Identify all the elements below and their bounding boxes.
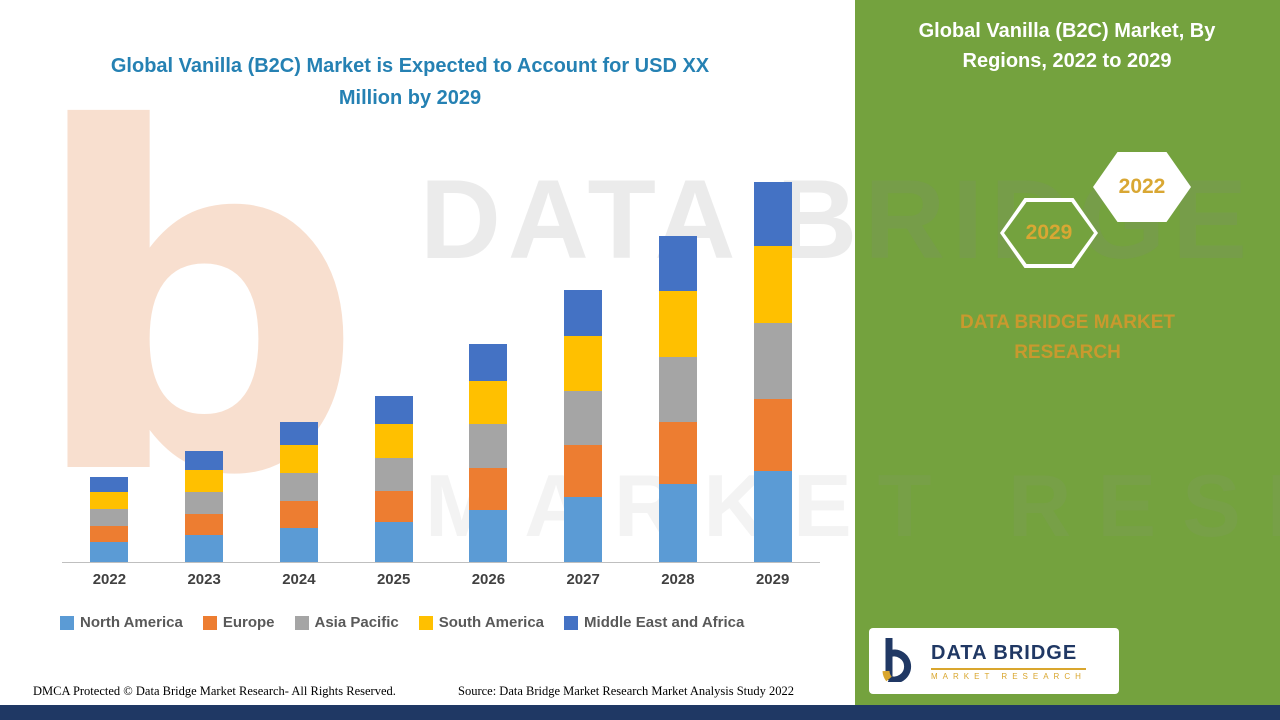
- bar-segment-2027: [564, 290, 603, 336]
- legend-swatch: [418, 615, 433, 630]
- bar-segment-2025: [374, 458, 413, 491]
- x-tick-label: 2027: [566, 571, 600, 588]
- legend-item: Middle East and Africa: [564, 614, 744, 631]
- bar-segment-2022: [90, 542, 129, 562]
- legend-swatch: [294, 615, 309, 630]
- bar-segment-2028: [658, 484, 697, 562]
- legend-label: South America: [438, 614, 545, 631]
- bar-segment-2029: [753, 323, 792, 399]
- x-tick-label: 2023: [187, 571, 221, 588]
- x-tick-label: 2029: [755, 571, 790, 588]
- bar-segment-2023: [185, 451, 224, 470]
- dmca-notice: DMCA Protected © Data Bridge Market Rese…: [33, 684, 396, 698]
- bar-2025: [374, 396, 413, 562]
- hexagon-year-label: 2029: [1025, 221, 1073, 244]
- legend-label: Asia Pacific: [314, 614, 399, 631]
- legend: North America Europe Asia Pacific South Ame…: [60, 614, 840, 631]
- x-tick-label: 2024: [282, 571, 316, 588]
- bar-2026: [469, 344, 508, 562]
- bar-segment-2025: [374, 424, 413, 458]
- chart-region: Global Vanilla (B2C) Market is Expected …: [33, 55, 840, 698]
- bar-segment-2026: [469, 510, 508, 562]
- bar-segment-2025: [374, 396, 413, 424]
- legend-swatch: [202, 615, 217, 630]
- side-panel-title: Global Vanilla (B2C) Market, By Regions,…: [918, 20, 1216, 72]
- bar-2029: [753, 182, 792, 562]
- hexagon-badge-2022: 2022: [1093, 152, 1191, 222]
- bar-segment-2022: [90, 477, 129, 492]
- hexagon-badge-2029: 2029: [1000, 198, 1098, 268]
- bar-segment-2026: [469, 344, 508, 381]
- bar-segment-2023: [185, 470, 224, 492]
- bar-segment-2028: [658, 291, 697, 357]
- brand-name-text: DATA BRIDGE MARKET RESEARCH: [960, 312, 1175, 364]
- legend-item: Europe: [202, 614, 275, 631]
- bar-segment-2027: [564, 497, 603, 562]
- x-tick-label: 2026: [471, 571, 506, 588]
- bar-segment-2022: [90, 509, 129, 526]
- bar-segment-2029: [753, 246, 792, 323]
- bar-segment-2026: [469, 468, 508, 510]
- side-panel-background: [855, 0, 1280, 705]
- bar-segment-2029: [753, 182, 792, 246]
- x-tick-label: 2025: [376, 571, 411, 588]
- legend-item: North America: [60, 614, 183, 631]
- bar-2022: [90, 477, 129, 562]
- hexagon-year-label: 2022: [1118, 175, 1166, 198]
- bar-segment-2024: [279, 445, 318, 473]
- logo-subtitle: MARKET RESEARCH: [931, 671, 1086, 681]
- bottom-accent-bar: [0, 705, 1280, 720]
- bar-2027: [564, 290, 603, 562]
- bar-segment-2028: [658, 236, 697, 291]
- bar-segment-2023: [185, 514, 224, 535]
- bar-segment-2024: [279, 422, 318, 445]
- x-tick-label: 2022: [92, 571, 127, 588]
- bar-segment-2026: [469, 381, 508, 424]
- company-logo: DATA BRIDGE MARKET RESEARCH: [869, 628, 1119, 694]
- bar-segment-2026: [469, 424, 508, 468]
- legend-label: Europe: [222, 614, 275, 631]
- bar-segment-2024: [279, 528, 318, 562]
- bar-segment-2028: [658, 422, 697, 484]
- bar-segment-2027: [564, 445, 603, 497]
- side-panel: Global Vanilla (B2C) Market, By Regions,…: [855, 0, 1280, 705]
- bar-2023: [185, 451, 224, 562]
- legend-swatch: [60, 615, 74, 630]
- bar-2028: [658, 236, 697, 562]
- bar-segment-2024: [279, 501, 318, 528]
- legend-item: South America: [418, 614, 545, 631]
- bar-segment-2022: [90, 492, 129, 509]
- plot-area: [62, 182, 820, 563]
- x-axis-labels: 2022 2023 2024 2025 2026 2027 2028 2029: [62, 571, 820, 588]
- legend-item: Asia Pacific: [294, 614, 399, 631]
- bar-segment-2028: [658, 357, 697, 422]
- logo-monogram-icon: [881, 636, 921, 687]
- logo-text: DATA BRIDGE MARKET RESEARCH: [931, 642, 1086, 681]
- bar-segment-2027: [564, 336, 603, 391]
- legend-label: North America: [80, 614, 183, 631]
- bar-segment-2025: [374, 522, 413, 562]
- legend-swatch: [564, 615, 579, 630]
- chart-title: Global Vanilla (B2C) Market is Expected …: [110, 55, 710, 109]
- x-tick-label: 2028: [661, 571, 695, 588]
- legend-label: Middle East and Africa: [584, 614, 745, 631]
- bar-segment-2024: [279, 473, 318, 501]
- bar-segment-2029: [753, 471, 792, 562]
- bar-2024: [279, 422, 318, 562]
- bar-segment-2027: [564, 391, 603, 445]
- bar-segment-2023: [185, 492, 224, 514]
- logo-title: DATA BRIDGE: [931, 641, 1078, 664]
- bar-segment-2025: [374, 491, 413, 522]
- bar-segment-2029: [753, 399, 792, 471]
- logo-divider: [931, 667, 1086, 670]
- bar-segment-2022: [90, 526, 129, 542]
- source-note: Source: Data Bridge Market Research Mark…: [458, 684, 795, 698]
- bar-segment-2023: [185, 535, 224, 562]
